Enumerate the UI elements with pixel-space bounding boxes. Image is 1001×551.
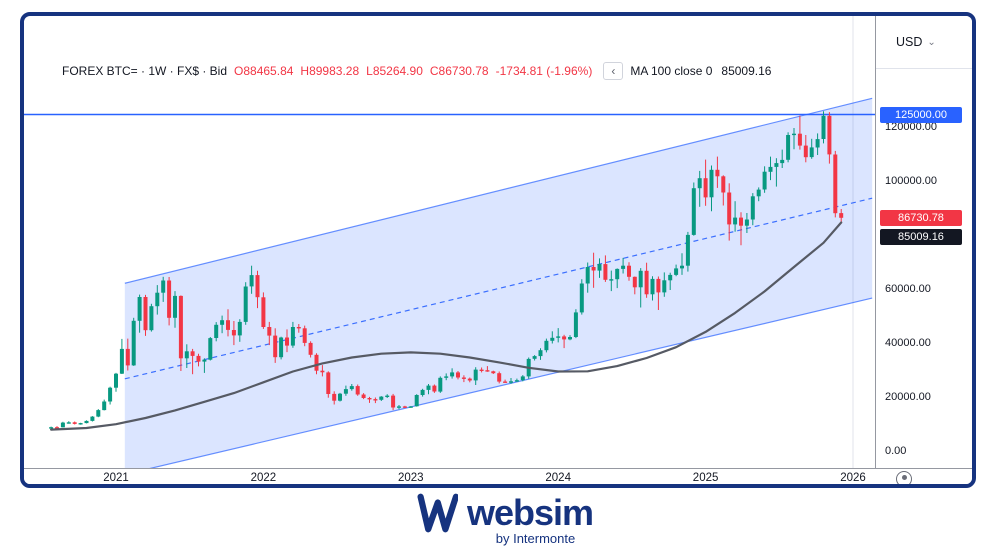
websim-logo-mark [417, 493, 458, 533]
price-tick: 0.00 [885, 445, 907, 457]
price-badge-last: 86730.78 [880, 209, 962, 226]
ohlc-close: C86730.78 [429, 64, 489, 78]
axis-settings-icon[interactable] [896, 471, 912, 484]
chart-legend: FOREX BTC= · 1W · FX$ · Bid O88465.84 H8… [62, 61, 771, 81]
year-tick: 2025 [692, 472, 719, 484]
price-axis[interactable]: USD ⌄ 120000.00 100000.00 60000.00 40000.00… [875, 16, 972, 468]
ma-indicator-value: 85009.16 [721, 64, 772, 78]
price-tick: 20000.00 [885, 391, 931, 403]
year-tick: 2021 [103, 472, 129, 484]
collapse-indicator-button[interactable]: ‹ [603, 62, 624, 80]
ohlc-change: -1734.81 (-1.96%) [495, 64, 593, 78]
symbol-title[interactable]: FOREX BTC= · 1W · FX$ · Bid [62, 64, 228, 78]
chart-window: FOREX BTC= · 1W · FX$ · Bid O88465.84 H8… [20, 12, 976, 488]
year-tick: 2026 [840, 472, 866, 484]
year-tick: 2023 [398, 472, 424, 484]
currency-label: USD [896, 35, 923, 49]
price-tick: 60000.00 [885, 283, 931, 295]
year-tick: 2024 [545, 472, 571, 484]
price-tick: 120000.00 [885, 121, 937, 133]
year-tick: 2022 [250, 472, 277, 484]
websim-logo: websim by Intermonte [0, 492, 1001, 546]
ohlc-open: O88465.84 [234, 64, 294, 78]
currency-selector[interactable]: USD ⌄ [876, 16, 972, 69]
price-tick: 100000.00 [885, 175, 937, 187]
price-tick: 40000.00 [885, 337, 931, 349]
price-badge-hline: 125000.00 [880, 106, 962, 123]
ohlc-high: H89983.28 [300, 64, 360, 78]
ma-indicator-label[interactable]: MA 100 close 0 [630, 64, 713, 78]
ohlc-low: L85264.90 [366, 64, 423, 78]
websim-wordmark: websim [466, 492, 594, 533]
candlestick-chart[interactable] [24, 16, 875, 468]
price-badge-ma: 85009.16 [880, 228, 962, 245]
time-axis[interactable]: 2021 2022 2023 2024 2025 2026 [24, 468, 972, 484]
chevron-down-icon: ⌄ [927, 36, 936, 48]
websim-byline: by Intermonte [495, 531, 576, 546]
